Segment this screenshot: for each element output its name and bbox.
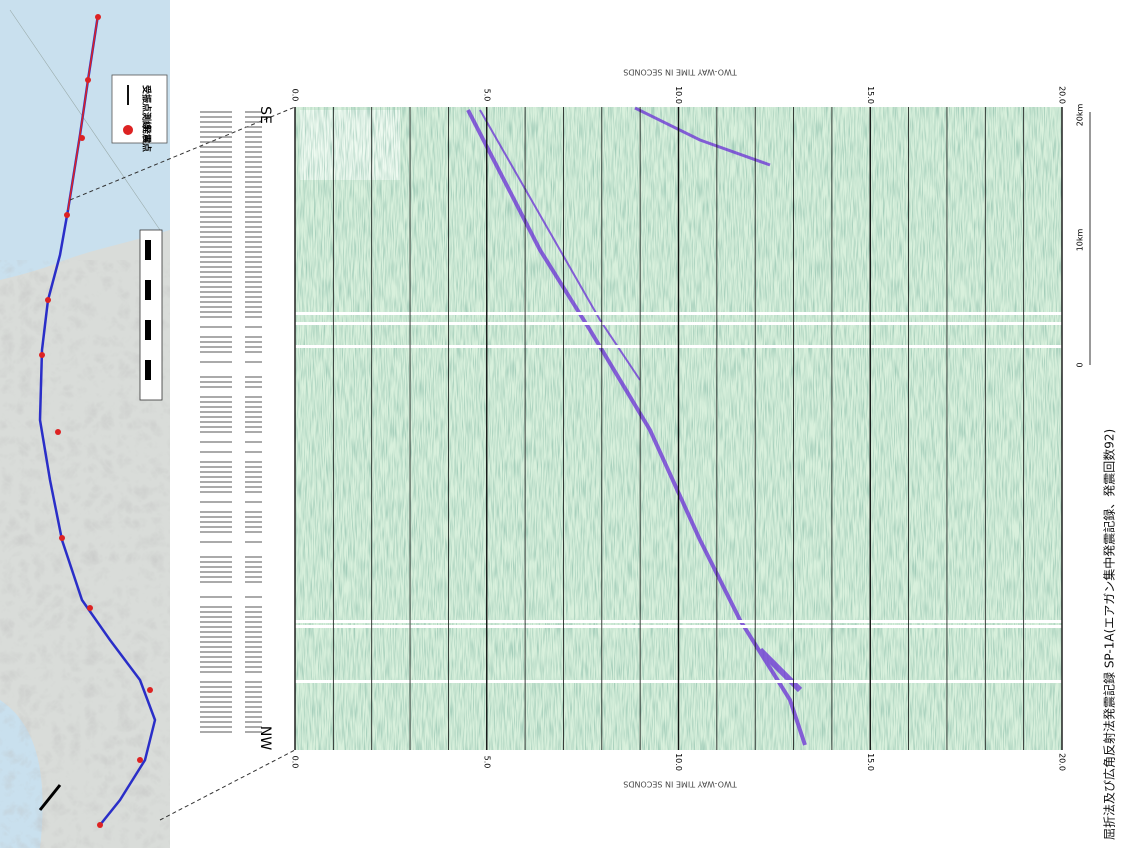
tick-label: 20.0 xyxy=(1058,86,1067,104)
tick-label: 0.0 xyxy=(291,89,300,102)
end-label: NW xyxy=(257,726,273,750)
tick-label: 10.0 xyxy=(674,753,683,771)
tick-label: 5.0 xyxy=(482,89,491,102)
page: 受振点測線 発震点 SE NW TWO-WAY TIME IN SECONDS … xyxy=(0,0,1127,848)
tick-label: 20.0 xyxy=(1058,753,1067,771)
tick-label: 10.0 xyxy=(674,86,683,104)
scale-label: 10km xyxy=(1076,228,1085,251)
tick-label: 5.0 xyxy=(482,756,491,769)
legend-label: 受振点測線 xyxy=(141,85,153,130)
trace-labels xyxy=(200,112,262,732)
seismic-record xyxy=(295,107,1062,750)
tick-label: 15.0 xyxy=(866,86,875,104)
connector xyxy=(160,750,295,820)
end-label: SE xyxy=(257,106,273,124)
tick-label: 15.0 xyxy=(866,753,875,771)
caption: 屈折法及び広角反射法発震記録 SP-1A(エアガン集中発震記録、発震回数92) xyxy=(1102,429,1117,840)
tick-label: 0.0 xyxy=(291,756,300,769)
scale-label: 0 xyxy=(1076,362,1085,367)
axis-label: TWO-WAY TIME IN SECONDS xyxy=(623,68,738,77)
scale-label: 20km xyxy=(1076,103,1085,126)
axis-label: TWO-WAY TIME IN SECONDS xyxy=(623,780,738,789)
map: 受振点測線 発震点 xyxy=(0,0,170,848)
figure: 受振点測線 発震点 SE NW TWO-WAY TIME IN SECONDS … xyxy=(0,0,1127,848)
legend-label: 発震点 xyxy=(141,124,153,152)
